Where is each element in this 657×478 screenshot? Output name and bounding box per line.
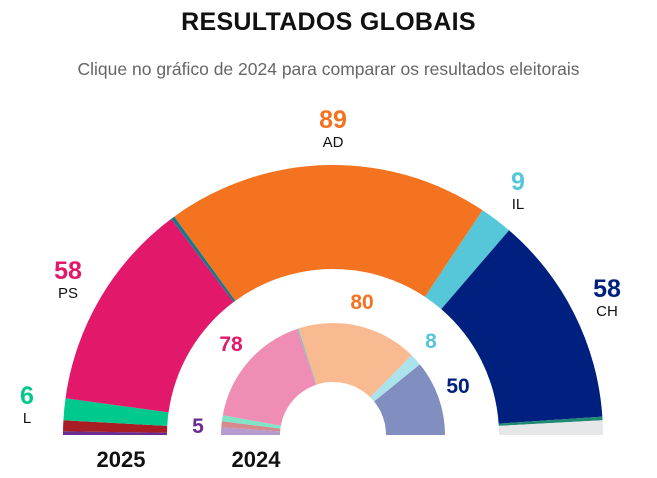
value-ps-2024: 78 <box>219 333 243 356</box>
seats-2025-slice-jpp <box>498 416 603 426</box>
seats-2024-slice-be[interactable] <box>221 427 281 435</box>
seats-2025-slice-ch <box>441 230 603 424</box>
year-label-2024[interactable]: 2024 <box>232 447 282 472</box>
value-ps-2025: 58 <box>54 257 82 285</box>
value-ch-2024: 50 <box>446 375 469 398</box>
value-il-2024: 8 <box>425 330 437 353</box>
inner-arc-2024[interactable] <box>221 323 445 435</box>
label-l-2025: 6 L <box>20 382 34 427</box>
seats-2024-slice-ad[interactable] <box>298 323 412 398</box>
seats-2025-slice-ad <box>174 165 483 301</box>
value-il-2025: 9 <box>511 168 525 196</box>
value-be-2024: 5 <box>192 415 204 438</box>
label-ps-2025: 58 PS <box>54 257 82 302</box>
seats-2024-slice-ps[interactable] <box>222 328 316 426</box>
seats-2025-slice-ps <box>65 218 234 413</box>
outer-arc-2025 <box>63 165 603 435</box>
seats-2024-slice-ch[interactable] <box>374 364 445 435</box>
seats-2025-slice-por-atribuir <box>498 420 603 435</box>
seats-2024-slice-pan[interactable] <box>296 328 317 385</box>
name-ad-2025: AD <box>323 134 344 151</box>
label-ch-2025: 58 CH <box>593 275 621 320</box>
seats-2025-slice-il <box>424 210 510 310</box>
chart-title: RESULTADOS GLOBAIS <box>181 8 476 36</box>
value-ch-2025: 58 <box>593 275 621 303</box>
value-l-2025: 6 <box>20 382 34 410</box>
seats-2024-slice-l[interactable] <box>221 415 281 429</box>
year-label-2025: 2025 <box>97 447 146 472</box>
seats-2024-slice-il[interactable] <box>370 355 420 402</box>
name-l-2025: L <box>23 410 31 427</box>
chart-subtitle: Clique no gráfico de 2024 para comparar … <box>77 59 580 79</box>
seats-2024-slice-pcp[interactable] <box>221 421 281 432</box>
label-il-2025: 9 IL <box>511 168 525 213</box>
label-ad-2025: 89 AD <box>319 106 347 151</box>
seats-2025-slice-pan <box>171 216 236 303</box>
value-ad-2025: 89 <box>319 106 347 134</box>
seats-2025-slice-be <box>63 431 168 435</box>
value-ad-2024: 80 <box>350 291 373 314</box>
seats-2025-slice-pcp <box>63 420 168 433</box>
name-ch-2025: CH <box>596 303 618 320</box>
name-il-2025: IL <box>512 196 525 213</box>
seats-2025-slice-l <box>63 398 169 426</box>
name-ps-2025: PS <box>58 285 78 302</box>
